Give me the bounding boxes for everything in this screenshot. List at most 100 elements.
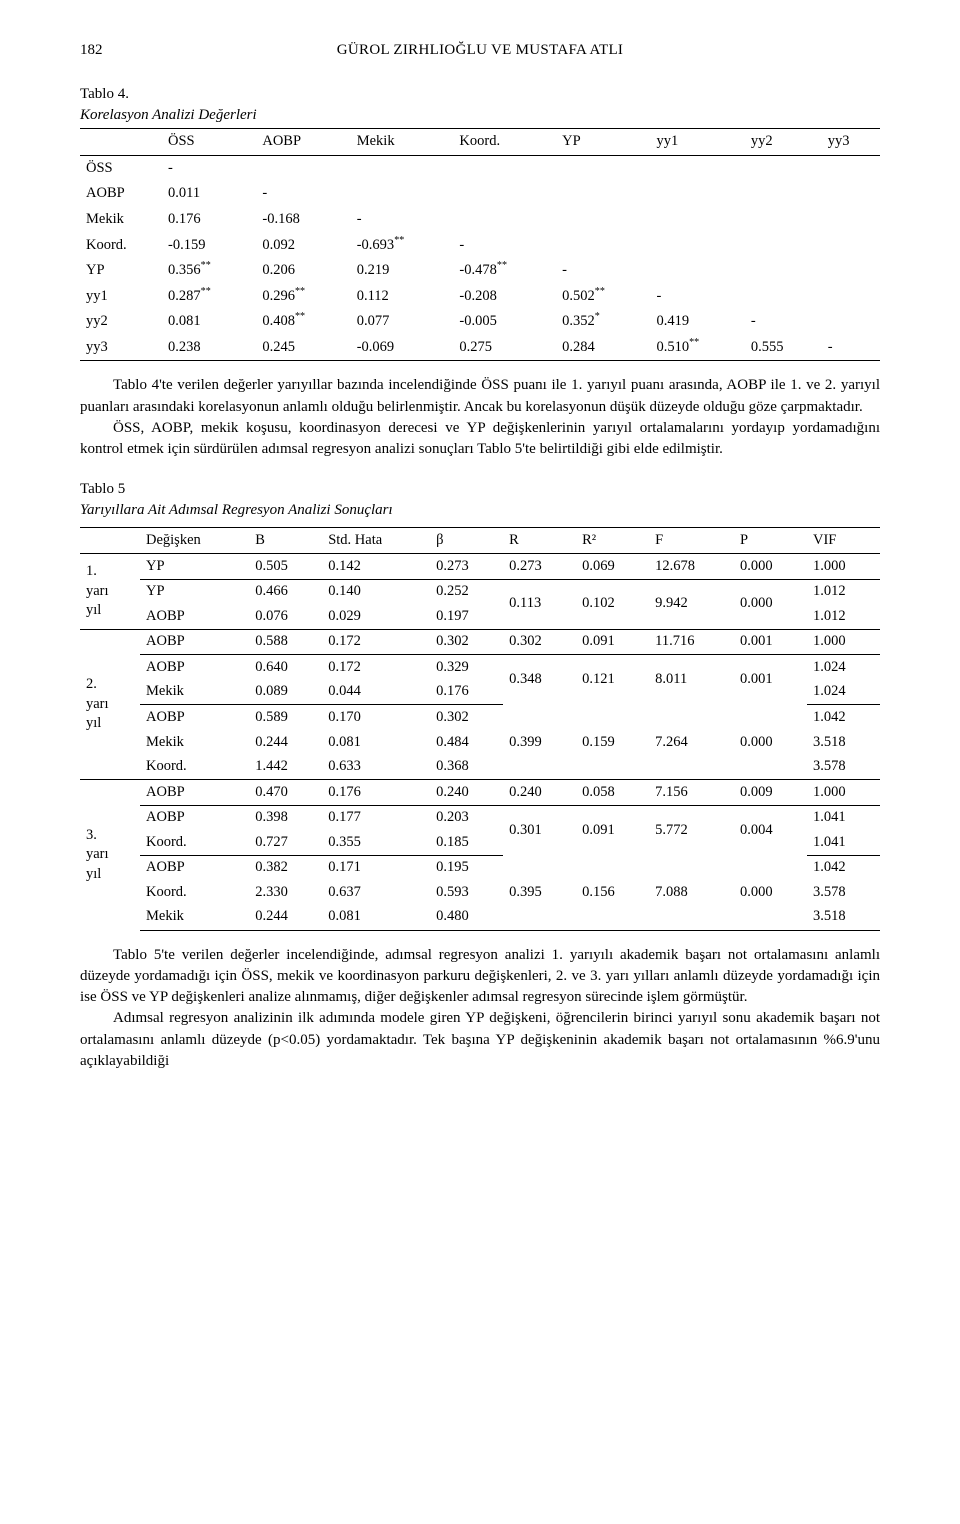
t5-cell bbox=[576, 855, 649, 880]
t5-h7: F bbox=[649, 527, 734, 554]
table4-caption-label: Tablo 4. bbox=[80, 86, 129, 102]
table5-header-row: Değişken B Std. Hata β R R² F P VIF bbox=[80, 527, 880, 554]
t4-cell: 0.296** bbox=[256, 284, 350, 310]
t4-cell: - bbox=[162, 155, 256, 181]
page-root: 182 GÜROL ZIRHLIOĞLU VE MUSTAFA ATLI 182… bbox=[0, 0, 960, 1122]
table5-row: Koord.1.4420.6330.3683.578 bbox=[80, 755, 880, 780]
t4-h2: AOBP bbox=[256, 129, 350, 156]
table5-row: 2.yarıyılAOBP0.5880.1720.3020.3020.09111… bbox=[80, 629, 880, 655]
t5-cell: 0.121 bbox=[576, 655, 649, 705]
table5-wrap: Değişken B Std. Hata β R R² F P VIF 1.ya… bbox=[80, 527, 880, 931]
t5-cell: 1.012 bbox=[807, 604, 880, 629]
t4-cell: 0.284 bbox=[556, 335, 650, 361]
t4-cell: - bbox=[453, 233, 556, 259]
t5-cell: 0.000 bbox=[734, 579, 807, 629]
t5-cell: 1.000 bbox=[807, 780, 880, 806]
t5-cell: 3.578 bbox=[807, 880, 880, 905]
t5-cell: 0.044 bbox=[322, 680, 430, 705]
t4-cell bbox=[453, 181, 556, 207]
t4-cell bbox=[556, 155, 650, 181]
t5-cell: 0.000 bbox=[734, 730, 807, 755]
t5-cell: 1.024 bbox=[807, 680, 880, 705]
t5-cell: 0.480 bbox=[430, 905, 503, 930]
paragraph-3: Tablo 5'te verilen değerler incelendiğin… bbox=[80, 945, 880, 1009]
t4-cell: 0.502** bbox=[556, 284, 650, 310]
t5-cell: 0.273 bbox=[430, 554, 503, 580]
table5-caption: Tablo 5 Yarıyıllara Ait Adımsal Regresyo… bbox=[80, 479, 880, 521]
t5-cell: 3.518 bbox=[807, 730, 880, 755]
t4-h4: Koord. bbox=[453, 129, 556, 156]
table4: ÖSS AOBP Mekik Koord. YP yy1 yy2 yy3 ÖSS… bbox=[80, 128, 880, 361]
t5-cell bbox=[649, 755, 734, 780]
t5-cell: 0.081 bbox=[322, 730, 430, 755]
t5-cell: 7.156 bbox=[649, 780, 734, 806]
t4-cell: 0.555 bbox=[745, 335, 822, 361]
t4-cell: 0.356** bbox=[162, 258, 256, 284]
t5-cell: AOBP bbox=[140, 855, 249, 880]
t5-cell: 0.240 bbox=[503, 780, 576, 806]
t5-cell: 3.518 bbox=[807, 905, 880, 930]
t4-cell bbox=[556, 207, 650, 233]
t5-cell: Mekik bbox=[140, 730, 249, 755]
t5-h6: R² bbox=[576, 527, 649, 554]
t4-cell bbox=[745, 233, 822, 259]
t5-cell: 0.244 bbox=[249, 730, 322, 755]
t4-h7: yy2 bbox=[745, 129, 822, 156]
t5-cell: 0.113 bbox=[503, 579, 576, 629]
t5-h8: P bbox=[734, 527, 807, 554]
t4-cell bbox=[822, 309, 880, 335]
t4-cell: 0.510** bbox=[650, 335, 744, 361]
t5-cell: 0.176 bbox=[322, 780, 430, 806]
t5-cell bbox=[503, 755, 576, 780]
t4-cell bbox=[650, 181, 744, 207]
t4-cell: - bbox=[556, 258, 650, 284]
t4-cell: 0.238 bbox=[162, 335, 256, 361]
t5-cell: 0.170 bbox=[322, 705, 430, 730]
t5-h3: Std. Hata bbox=[322, 527, 430, 554]
t5-cell: AOBP bbox=[140, 805, 249, 830]
t5-cell: 0.588 bbox=[249, 629, 322, 655]
t5-cell: 12.678 bbox=[649, 554, 734, 580]
t4-cell bbox=[556, 233, 650, 259]
t4-cell: 0.077 bbox=[351, 309, 454, 335]
t5-cell: 0.185 bbox=[430, 830, 503, 855]
t5-cell: 1.000 bbox=[807, 629, 880, 655]
t5-h5: R bbox=[503, 527, 576, 554]
t4-cell: 0.112 bbox=[351, 284, 454, 310]
t5-cell: 0.273 bbox=[503, 554, 576, 580]
t5-cell: 0.171 bbox=[322, 855, 430, 880]
t4-row-label: yy1 bbox=[80, 284, 162, 310]
t5-cell: 7.088 bbox=[649, 880, 734, 905]
table5-row: AOBP0.3820.1710.1951.042 bbox=[80, 855, 880, 880]
t5-cell: 0.081 bbox=[322, 905, 430, 930]
t5-cell: 0.089 bbox=[249, 680, 322, 705]
t5-h4: β bbox=[430, 527, 503, 554]
t5-cell: 0.172 bbox=[322, 629, 430, 655]
t4-cell: -0.168 bbox=[256, 207, 350, 233]
t5-cell bbox=[649, 855, 734, 880]
t4-cell bbox=[745, 207, 822, 233]
t5-cell: AOBP bbox=[140, 705, 249, 730]
t5-cell: 1.042 bbox=[807, 705, 880, 730]
t5-cell: Koord. bbox=[140, 880, 249, 905]
t5-cell: 3.578 bbox=[807, 755, 880, 780]
t5-cell: 0.368 bbox=[430, 755, 503, 780]
table4-caption-text: Korelasyon Analizi Değerleri bbox=[80, 107, 257, 123]
t4-cell bbox=[453, 207, 556, 233]
table4-row: ÖSS- bbox=[80, 155, 880, 181]
t5-group-label: 1.yarıyıl bbox=[80, 554, 140, 630]
t4-cell: 0.081 bbox=[162, 309, 256, 335]
t5-cell: 0.466 bbox=[249, 579, 322, 604]
t4-row-label: yy3 bbox=[80, 335, 162, 361]
table4-row: Koord.-0.1590.092-0.693**- bbox=[80, 233, 880, 259]
table5-row: Mekik0.2440.0810.4803.518 bbox=[80, 905, 880, 930]
t5-cell: 0.484 bbox=[430, 730, 503, 755]
t5-cell: 0.203 bbox=[430, 805, 503, 830]
t5-cell: 0.252 bbox=[430, 579, 503, 604]
t4-cell: - bbox=[256, 181, 350, 207]
t5-cell bbox=[576, 755, 649, 780]
t4-cell: - bbox=[822, 335, 880, 361]
t5-cell: 0.029 bbox=[322, 604, 430, 629]
t5-cell: 0.593 bbox=[430, 880, 503, 905]
t4-cell bbox=[650, 233, 744, 259]
